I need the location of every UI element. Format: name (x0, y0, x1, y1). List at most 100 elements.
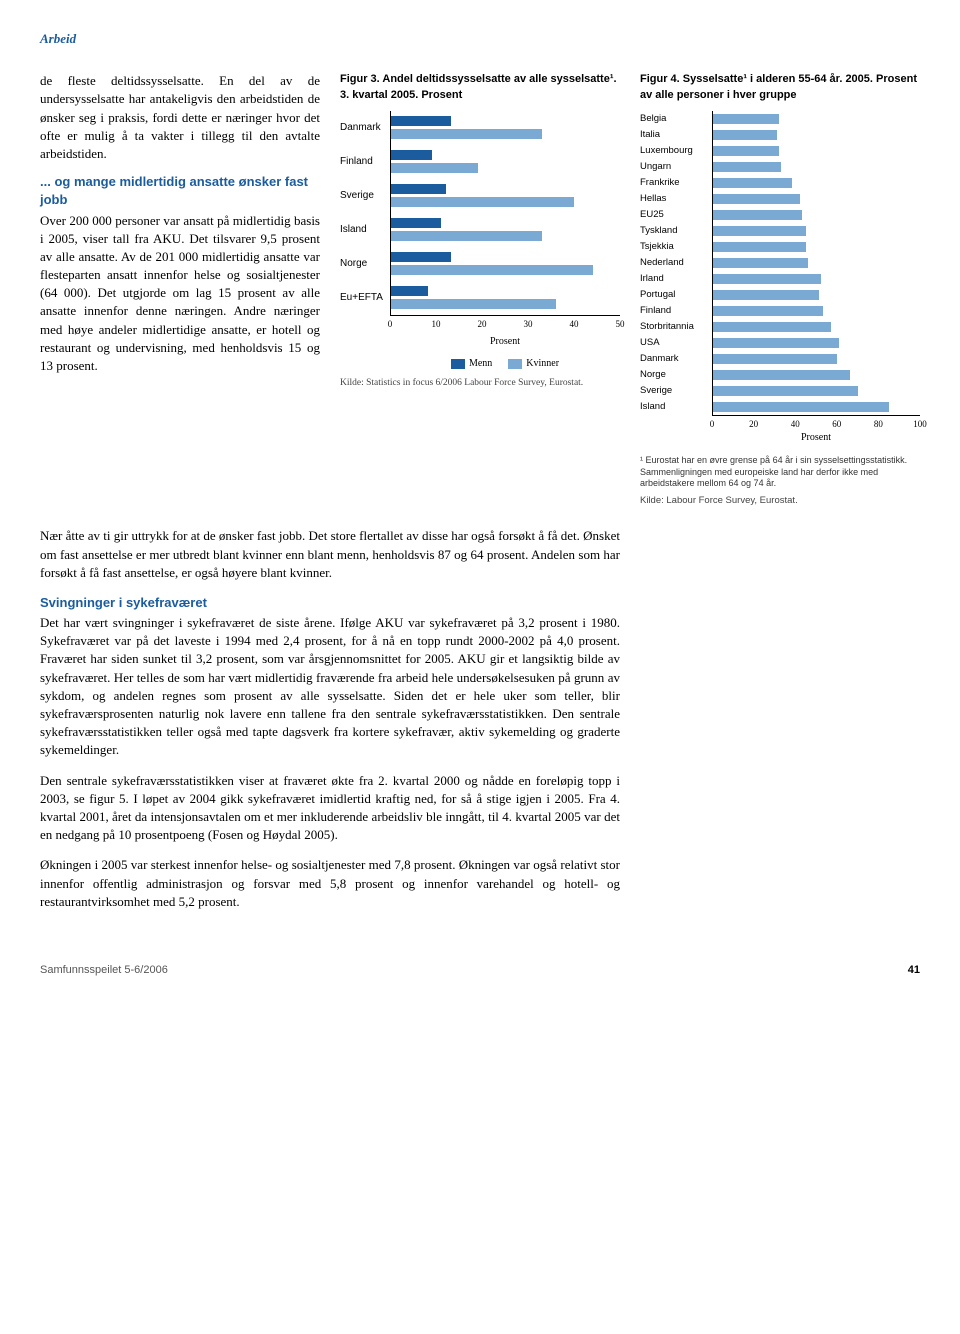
bar-menn (391, 286, 428, 296)
x-tick: 80 (874, 418, 883, 431)
chart4-bar-wrap (712, 319, 920, 335)
chart3-row: Eu+EFTA (340, 281, 620, 315)
chart4-category-label: Belgia (640, 112, 712, 125)
paragraph: Over 200 000 personer var ansatt på midl… (40, 212, 320, 376)
chart4-category-label: USA (640, 336, 712, 349)
chart4-row: Luxembourg (640, 143, 920, 159)
chart4-category-label: Portugal (640, 288, 712, 301)
chart4-row: Italia (640, 127, 920, 143)
chart4-row: Hellas (640, 191, 920, 207)
chart3-bar-group (390, 179, 620, 213)
chart4-bar-wrap (712, 399, 920, 415)
chart4-bar (713, 370, 850, 380)
chart4-bar (713, 178, 792, 188)
bar-menn (391, 218, 441, 228)
kvinner-swatch (508, 359, 522, 369)
chart3-category-label: Finland (340, 155, 390, 169)
menn-swatch (451, 359, 465, 369)
chart4-bar (713, 226, 806, 236)
chart3-bar-group (390, 281, 620, 315)
bar-kvinner (391, 129, 542, 139)
chart4-row: Portugal (640, 287, 920, 303)
bar-menn (391, 116, 451, 126)
chart4-x-label: Prosent (712, 431, 920, 445)
chart4-bar (713, 322, 831, 332)
bar-kvinner (391, 197, 574, 207)
paragraph: Nær åtte av ti gir uttrykk for at de øns… (40, 527, 620, 582)
chart4-bar (713, 290, 819, 300)
chart4-bar (713, 114, 779, 124)
bar-chart-3: DanmarkFinlandSverigeIslandNorgeEu+EFTA (340, 111, 620, 315)
bar-menn (391, 252, 451, 262)
bar-chart-4: Belgia ItaliaLuxembourg Ungarn Frankrike Hel… (640, 111, 920, 415)
chart4-category-label: Frankrike (640, 176, 712, 189)
bar-kvinner (391, 231, 542, 241)
bar-kvinner (391, 299, 556, 309)
chart4-category-label: Hellas (640, 192, 712, 205)
chart4-bar (713, 354, 837, 364)
subheading: ... og mange midlertidig ansatte ønsker … (40, 173, 320, 209)
chart4-row: Tyskland (640, 223, 920, 239)
figure-title-text: Sysselsatte¹ i alderen 55-64 år. 2005. P… (640, 73, 917, 100)
x-tick: 20 (478, 318, 487, 331)
paragraph: de fleste deltidssysselsatte. En del av … (40, 72, 320, 163)
x-tick: 40 (791, 418, 800, 431)
chart4-row: Ungarn (640, 159, 920, 175)
chart4-category-label: Luxembourg (640, 144, 712, 157)
chart4-bar-wrap (712, 335, 920, 351)
chart4-category-label: Irland (640, 272, 712, 285)
page-number: 41 (908, 963, 920, 978)
chart3-row: Sverige (340, 179, 620, 213)
legend-label: Menn (469, 357, 492, 371)
chart4-bar-wrap (712, 351, 920, 367)
chart4-row: Danmark (640, 351, 920, 367)
chart3-category-label: Island (340, 223, 390, 237)
chart3-legend: Menn Kvinner (390, 357, 620, 371)
figure-4: Figur 4. Sysselsatte¹ i alderen 55-64 år… (640, 72, 920, 507)
chart4-row: EU25 (640, 207, 920, 223)
figure-title: Figur 3. Andel deltidssysselsatte av all… (340, 72, 620, 103)
chart4-bar-wrap (712, 111, 920, 127)
page-footer: Samfunnsspeilet 5-6/2006 41 (40, 963, 920, 978)
page-layout: de fleste deltidssysselsatte. En del av … (40, 72, 920, 923)
x-tick: 100 (913, 418, 927, 431)
chart4-row: Frankrike (640, 175, 920, 191)
chart3-row: Danmark (340, 111, 620, 145)
chart4-x-axis: 020406080100 (712, 415, 920, 431)
chart3-x-axis: 01020304050 (390, 315, 620, 333)
wide-text-block: Nær åtte av ti gir uttrykk for at de øns… (40, 527, 620, 923)
chart4-row: Norge (640, 367, 920, 383)
chart4-category-label: Tsjekkia (640, 240, 712, 253)
subheading: Svingninger i sykefraværet (40, 594, 620, 612)
x-tick: 60 (832, 418, 841, 431)
bar-menn (391, 184, 446, 194)
chart4-bar-wrap (712, 159, 920, 175)
chart4-bar (713, 210, 802, 220)
chart4-category-label: Island (640, 400, 712, 413)
chart4-bar (713, 242, 806, 252)
chart4-bar (713, 306, 823, 316)
chart4-bar-wrap (712, 239, 920, 255)
legend-label: Kvinner (526, 357, 559, 371)
bar-kvinner (391, 265, 593, 275)
section-header: Arbeid (40, 30, 920, 48)
chart4-bar (713, 258, 808, 268)
x-tick: 50 (616, 318, 625, 331)
paragraph: Økningen i 2005 var sterkest innenfor he… (40, 856, 620, 911)
x-tick: 0 (388, 318, 393, 331)
chart4-category-label: Tyskland (640, 224, 712, 237)
figure-number: Figur 4. (640, 73, 680, 85)
chart3-category-label: Sverige (340, 189, 390, 203)
chart4-bar-wrap (712, 271, 920, 287)
chart3-bar-group (390, 247, 620, 281)
x-tick: 0 (710, 418, 715, 431)
chart4-bar (713, 402, 889, 412)
x-tick: 20 (749, 418, 758, 431)
chart3-row: Finland (340, 145, 620, 179)
figure-3: Figur 3. Andel deltidssysselsatte av all… (340, 72, 620, 507)
chart4-category-label: Ungarn (640, 160, 712, 173)
x-tick: 10 (432, 318, 441, 331)
chart4-source: Kilde: Labour Force Survey, Eurostat. (640, 494, 920, 507)
chart4-row: Belgia (640, 111, 920, 127)
chart4-row: USA (640, 335, 920, 351)
